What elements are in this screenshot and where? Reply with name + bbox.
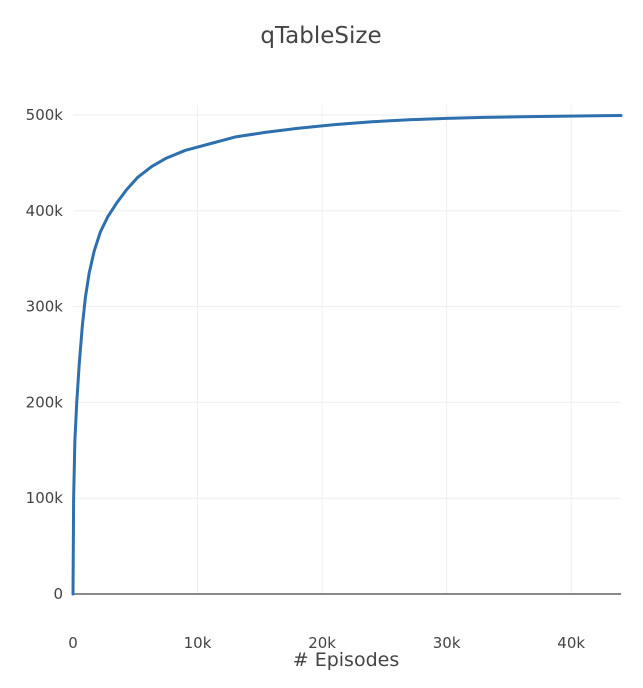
series-group xyxy=(71,113,623,596)
y-tick-label: 400k xyxy=(26,202,64,220)
x-axis: 0 10k 20k 30k 40k xyxy=(68,634,585,652)
y-tick-label: 500k xyxy=(26,106,64,124)
x-tick-label: 40k xyxy=(557,634,585,652)
chart-title: qTableSize xyxy=(260,23,381,49)
x-axis-title: # Episodes xyxy=(293,649,399,671)
y-axis: 0 100k 200k 300k 400k 500k xyxy=(26,106,64,603)
y-tick-label: 0 xyxy=(53,585,63,603)
x-tick-label: 30k xyxy=(433,634,461,652)
grid xyxy=(73,105,621,594)
y-tick-label: 100k xyxy=(26,489,64,507)
y-tick-label: 200k xyxy=(26,393,64,411)
x-tick-label: 20k xyxy=(308,634,336,652)
y-tick-label: 300k xyxy=(26,298,64,316)
series-line xyxy=(71,113,623,596)
x-tick-label: 0 xyxy=(68,634,78,652)
x-tick-label: 10k xyxy=(184,634,212,652)
